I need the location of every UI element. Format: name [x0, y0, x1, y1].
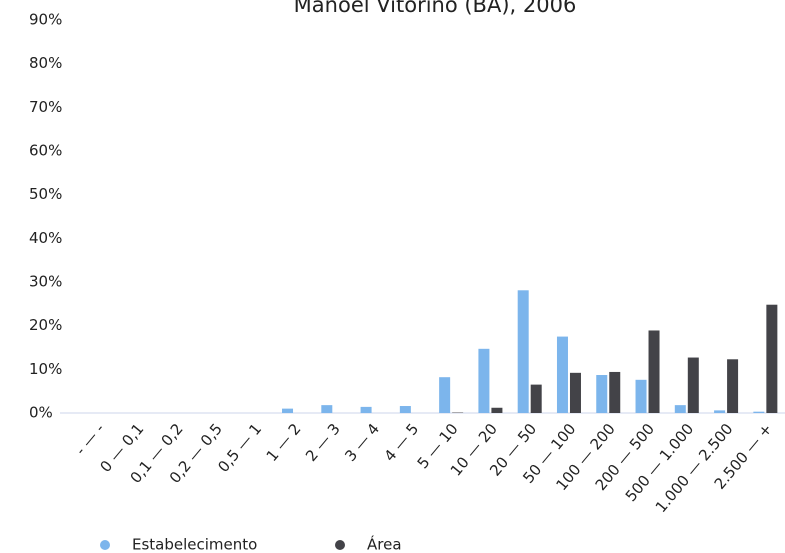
bar	[687, 357, 699, 413]
x-tick-label: - — -	[72, 420, 109, 459]
y-tick-label: 80%	[29, 54, 62, 72]
y-tick-label: 10%	[29, 360, 62, 378]
y-tick-label: 30%	[29, 273, 62, 291]
bar	[727, 359, 739, 413]
bar	[635, 379, 647, 413]
x-tick-label: 3 — 4	[341, 420, 383, 465]
bar	[282, 408, 294, 413]
bar	[648, 330, 660, 413]
bar	[674, 405, 686, 413]
bar	[321, 405, 333, 413]
y-tick-label: 90%	[29, 11, 62, 29]
bar	[569, 372, 581, 413]
bar	[439, 377, 451, 413]
bar	[530, 384, 542, 413]
legend-label: Estabelecimento	[132, 536, 257, 553]
bar	[766, 304, 778, 413]
bar	[714, 410, 726, 413]
x-tick-label: 1 — 2	[263, 420, 305, 465]
y-tick-label: 40%	[29, 229, 62, 247]
y-tick-label: 60%	[29, 142, 62, 160]
bar	[360, 406, 372, 413]
y-tick-label: 50%	[29, 185, 62, 203]
chart-title: Manoel Vitorino (BA), 2006	[294, 0, 577, 17]
bar	[556, 336, 568, 413]
y-tick-label: 70%	[29, 98, 62, 116]
bar	[399, 406, 411, 413]
legend-marker	[100, 540, 110, 550]
bar	[609, 371, 621, 413]
y-tick-label: 20%	[29, 316, 62, 334]
bar	[753, 411, 765, 413]
y-tick-label: 0%	[29, 404, 53, 422]
bar	[517, 290, 529, 413]
x-tick-label: 2 — 3	[302, 420, 344, 465]
legend-label: Área	[367, 535, 402, 553]
bar	[491, 407, 503, 413]
bar	[478, 348, 490, 413]
legend-marker	[335, 540, 345, 550]
bar	[596, 375, 608, 413]
